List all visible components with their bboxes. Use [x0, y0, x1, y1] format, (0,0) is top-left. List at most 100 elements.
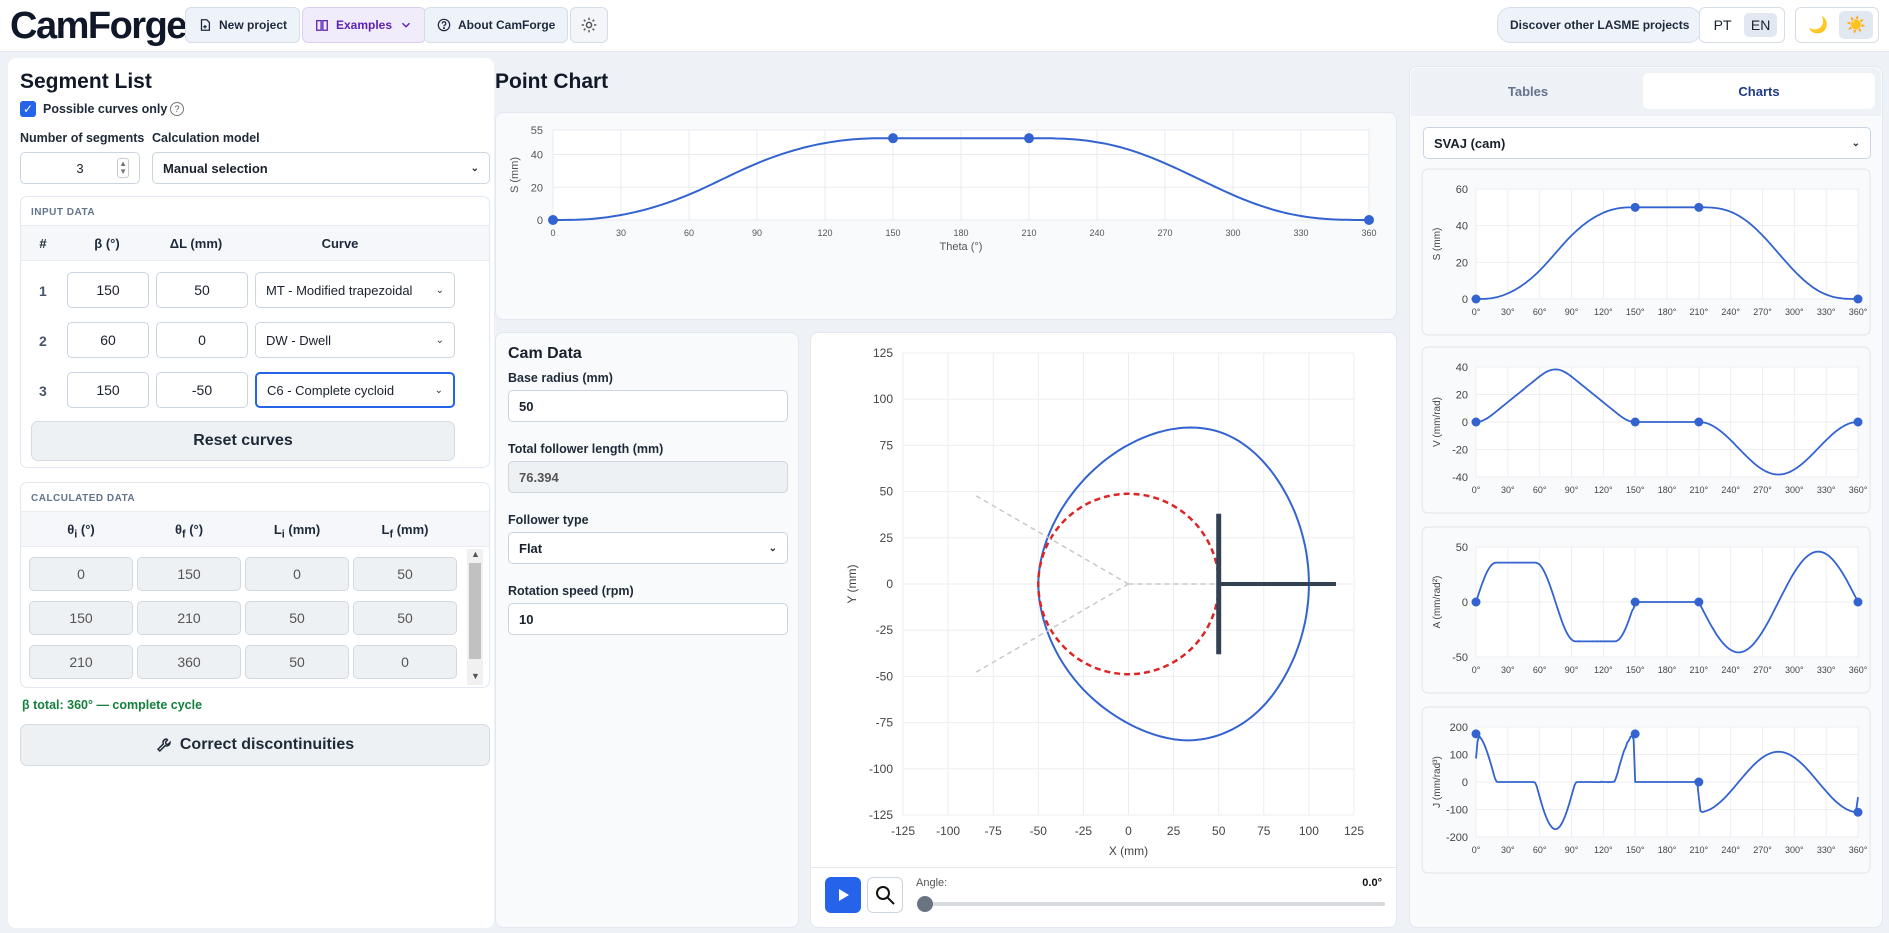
moon-icon[interactable]: 🌙 — [1808, 17, 1828, 34]
tab-tables[interactable]: Tables — [1507, 83, 1549, 99]
y-tick-label: 0 — [1462, 294, 1468, 306]
x-tick-label: 210° — [1690, 845, 1709, 855]
new-project-button[interactable]: New project — [185, 7, 301, 43]
help-icon[interactable]: ? — [170, 102, 184, 116]
calc-model-label: Calculation model — [152, 131, 260, 145]
x-tick-label: 60 — [684, 228, 694, 238]
y-tick-label: -25 — [876, 623, 894, 637]
col-header-theta-i: θi (°) — [67, 522, 95, 541]
x-tick-label: 240 — [1089, 228, 1104, 238]
x-tick-label: 0 — [550, 228, 555, 238]
beta-total-status: β total: 360° — complete cycle — [22, 698, 203, 712]
base-radius-input[interactable]: 50 — [508, 390, 788, 422]
col-header-index: # — [39, 236, 47, 251]
beta-input[interactable]: 60 — [67, 322, 149, 358]
x-tick-label: 90° — [1565, 485, 1579, 495]
data-point-marker — [1630, 202, 1640, 212]
x-tick-label: 60° — [1533, 485, 1547, 495]
x-tick-label: 125 — [1344, 824, 1364, 838]
delta-l-input[interactable]: -50 — [156, 372, 248, 408]
x-tick-label: 330° — [1817, 485, 1836, 495]
y-tick-label: 200 — [1450, 722, 1468, 734]
cell-l-f: 50 — [353, 557, 457, 591]
lang-pt-button[interactable]: PT — [1713, 17, 1732, 33]
delta-l-input[interactable]: 0 — [156, 322, 248, 358]
x-tick-label: 300 — [1225, 228, 1240, 238]
sun-icon[interactable]: ☀️ — [1839, 11, 1873, 39]
x-tick-label: 120 — [817, 228, 832, 238]
examples-dropdown[interactable]: Examples — [302, 7, 427, 43]
num-segments-label: Number of segments — [20, 131, 145, 145]
possible-curves-checkbox[interactable]: ✓ — [20, 101, 36, 117]
right-panel: Tables Charts SVAJ (cam) ⌄ 0° 30° 60° 90° 120… — [1409, 66, 1883, 928]
data-point-marker — [1853, 807, 1863, 817]
language-switch: PT EN — [1699, 7, 1785, 43]
y-tick-label: -20 — [1452, 445, 1468, 457]
segment-list-panel: Segment List ✓ Possible curves only ? Nu… — [8, 58, 494, 928]
data-point-marker — [1471, 597, 1481, 607]
chart-type-select[interactable]: SVAJ (cam) ⌄ — [1423, 127, 1871, 159]
y-tick-label: -125 — [869, 808, 893, 822]
x-tick-label: 150° — [1626, 307, 1645, 317]
correct-discontinuities-button[interactable]: Correct discontinuities — [20, 724, 490, 766]
lang-en-button[interactable]: EN — [1743, 13, 1778, 37]
curve-select[interactable]: MT - Modified trapezoidal ⌄ — [255, 272, 455, 308]
x-tick-label: 180 — [953, 228, 968, 238]
stepper-icon[interactable]: ▲ ▼ — [117, 158, 129, 178]
curve-select[interactable]: C6 - Complete cycloid ⌄ — [255, 372, 455, 408]
angle-slider-thumb[interactable] — [917, 896, 933, 912]
col-header-l-i: Li (mm) — [273, 522, 321, 541]
num-segments-input[interactable]: 3 ▲ ▼ — [20, 152, 140, 184]
x-tick-label: -75 — [985, 824, 1003, 838]
data-point-marker — [1694, 202, 1704, 212]
about-button[interactable]: About CamForge — [424, 7, 569, 43]
data-point-marker — [1853, 417, 1863, 427]
scrollbar-thumb[interactable] — [469, 563, 481, 659]
tab-charts[interactable]: Charts — [1643, 73, 1875, 109]
delta-l-input[interactable]: 50 — [156, 272, 248, 308]
settings-button[interactable] — [570, 7, 608, 43]
data-point-marker — [1364, 215, 1374, 225]
x-tick-label: 30° — [1501, 485, 1515, 495]
help-icon — [437, 18, 451, 32]
rotation-speed-input[interactable]: 10 — [508, 603, 788, 635]
y-tick-label: -40 — [1452, 472, 1468, 484]
x-tick-label: 330° — [1817, 307, 1836, 317]
calc-model-select[interactable]: Manual selection ⌄ — [152, 152, 490, 184]
x-tick-label: 180° — [1658, 307, 1677, 317]
scroll-up-icon[interactable]: ▲ — [471, 549, 480, 559]
x-tick-label: 300° — [1785, 485, 1804, 495]
cell-theta-i: 0 — [29, 557, 133, 591]
chevron-down-icon: ⌄ — [1851, 137, 1860, 149]
scrollbar[interactable]: ▲ ▼ — [467, 549, 483, 685]
play-icon — [839, 889, 849, 901]
x-tick-label: 30° — [1501, 307, 1515, 317]
segment-ray — [974, 494, 1129, 585]
follower-length-input: 76.394 — [508, 461, 788, 493]
beta-input[interactable]: 150 — [67, 372, 149, 408]
x-tick-label: 60° — [1533, 665, 1547, 675]
y-axis-label: Y (mm) — [845, 564, 859, 603]
cam-profile-panel: -125 -125 -100 -100 -75 -75 -50 -50 -25 -25 0 0 25 25… — [810, 332, 1398, 928]
y-tick-label: -50 — [1452, 652, 1468, 664]
reset-curves-button[interactable]: Reset curves — [31, 421, 455, 461]
cam-data-panel: Cam Data Base radius (mm) 50 Total follo… — [495, 332, 799, 928]
x-tick-label: 360° — [1849, 307, 1868, 317]
play-button[interactable] — [825, 877, 861, 913]
curve-select[interactable]: DW - Dwell ⌄ — [255, 322, 455, 358]
y-tick-label: 0 — [886, 577, 893, 591]
scroll-down-icon[interactable]: ▼ — [471, 671, 480, 681]
x-axis-label: X (mm) — [1109, 844, 1148, 858]
col-header-theta-f: θf (°) — [174, 522, 204, 541]
follower-type-select[interactable]: Flat ⌄ — [508, 532, 788, 564]
cell-l-i: 50 — [245, 601, 349, 635]
discover-projects-link[interactable]: Discover other LASME projects — [1497, 7, 1703, 43]
col-header-beta: β (°) — [94, 236, 120, 251]
cell-l-i: 0 — [245, 557, 349, 591]
zoom-button[interactable] — [867, 877, 903, 913]
beta-input[interactable]: 150 — [67, 272, 149, 308]
y-tick-label: 0 — [537, 215, 543, 227]
y-tick-label: -50 — [876, 669, 894, 683]
x-axis-label: Theta (°) — [940, 241, 983, 253]
angle-slider[interactable] — [923, 902, 1385, 906]
